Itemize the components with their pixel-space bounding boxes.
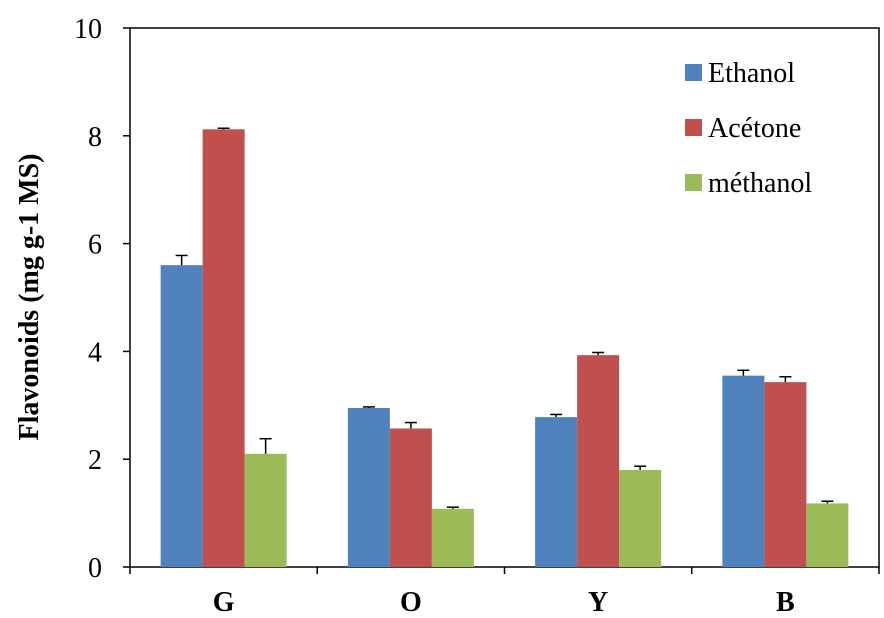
legend-swatch <box>685 64 702 81</box>
x-category-label: Y <box>588 587 608 618</box>
bar-ethanol-y <box>535 417 578 567</box>
bar-m-thanol-b <box>806 503 849 567</box>
y-tick-label: 2 <box>88 445 102 476</box>
y-tick-label: 0 <box>88 553 102 584</box>
y-tick-label: 6 <box>88 230 102 261</box>
legend-label: Ethanol <box>708 58 795 89</box>
legend-label: méthanol <box>708 168 812 199</box>
bar-ac-tone-o <box>389 428 432 567</box>
bar-ethanol-g <box>160 265 203 567</box>
x-category-label: B <box>776 587 795 618</box>
y-tick-label: 10 <box>74 14 102 45</box>
legend: Ethanol Acétone méthanol <box>685 58 812 199</box>
bar-ac-tone-y <box>577 355 620 567</box>
x-category-label: O <box>400 587 422 618</box>
bar-m-thanol-g <box>244 453 287 567</box>
y-axis-title: Flavonoids (mg g-1 MS) <box>14 154 45 441</box>
bar-ethanol-o <box>347 407 390 567</box>
y-tick-label: 8 <box>88 122 102 153</box>
bar-ethanol-b <box>722 375 765 567</box>
bar-m-thanol-y <box>619 469 662 567</box>
legend-swatch <box>685 119 702 136</box>
legend-label: Acétone <box>708 113 801 144</box>
bar-m-thanol-o <box>431 508 474 567</box>
x-category-label: G <box>213 587 235 618</box>
y-tick-label: 4 <box>88 337 102 368</box>
bar-ac-tone-g <box>202 129 245 567</box>
bars-group <box>160 127 849 567</box>
bar-ac-tone-b <box>764 382 807 567</box>
legend-swatch <box>685 174 702 191</box>
y-axis-ticks: 0 2 4 6 8 10 <box>74 14 130 584</box>
